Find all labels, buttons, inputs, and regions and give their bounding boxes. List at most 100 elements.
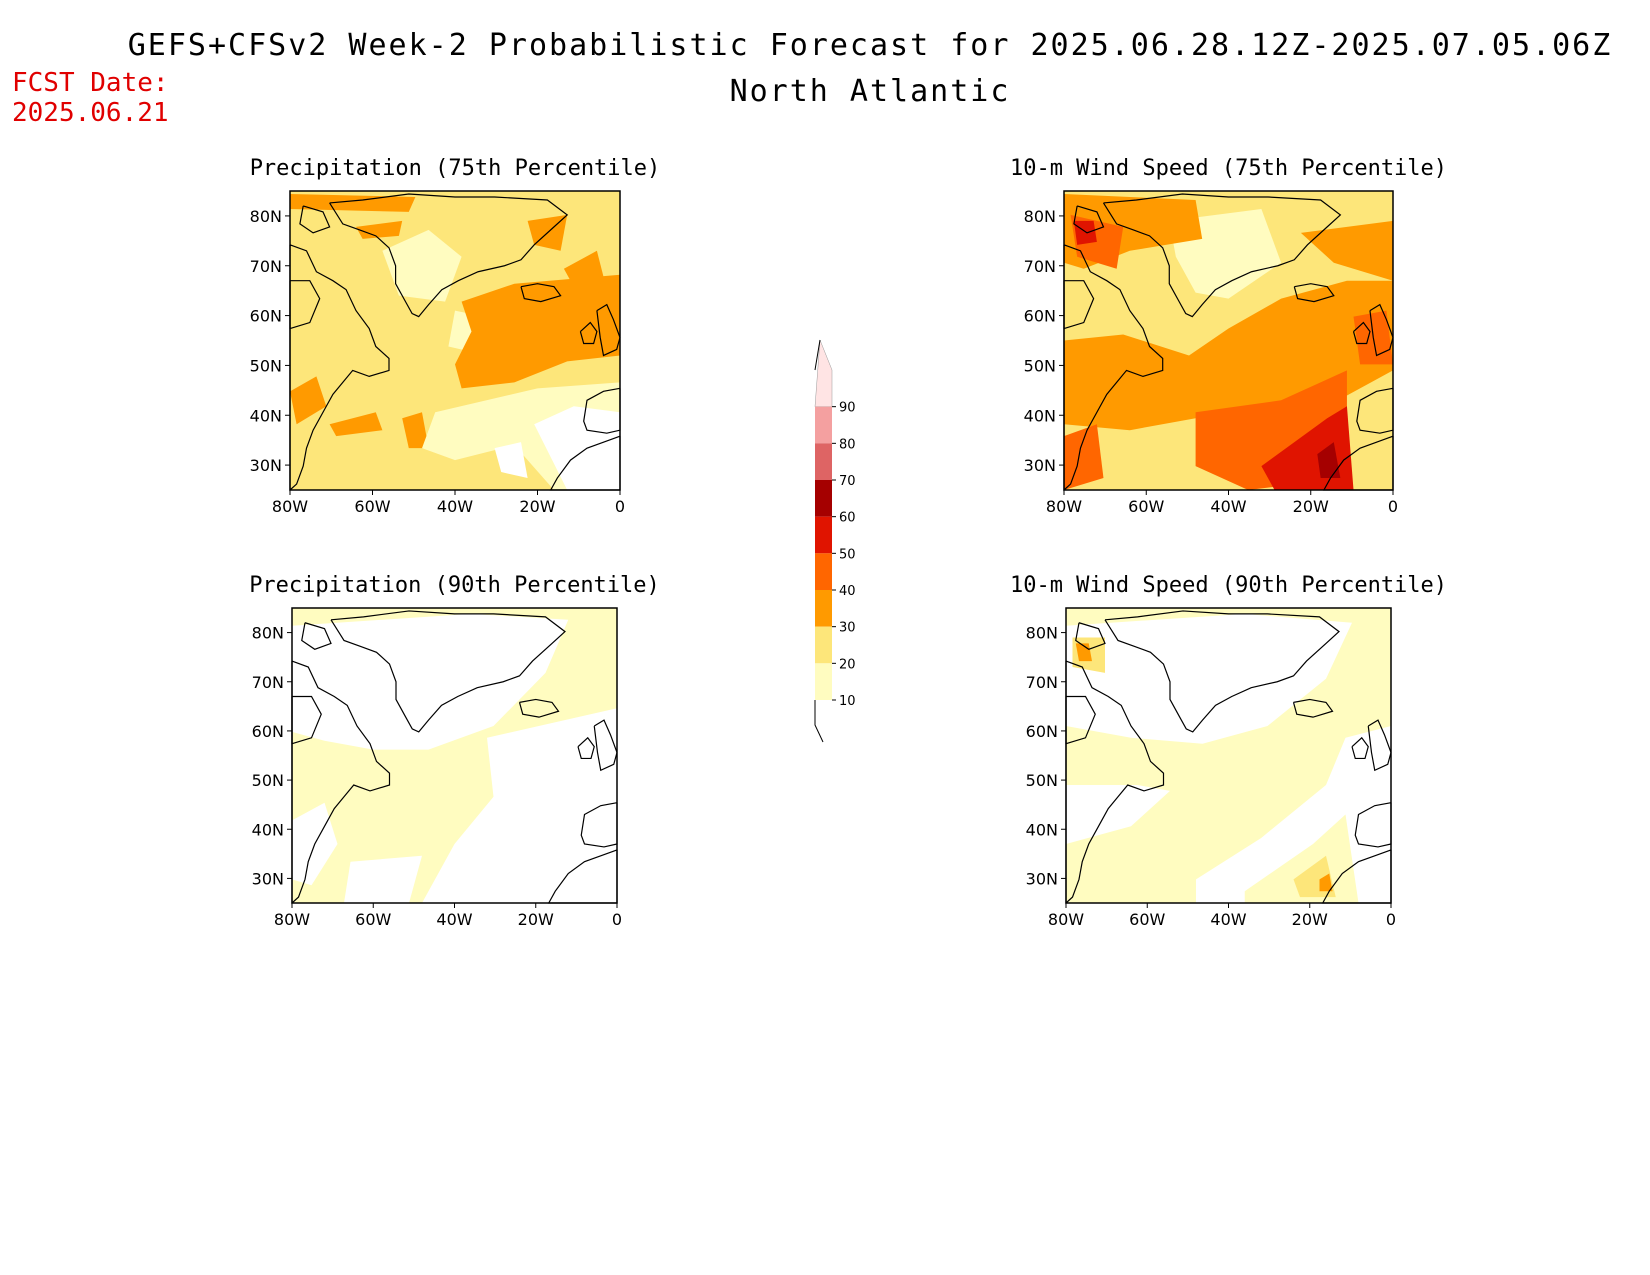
- lon-tick-label: 40W: [1210, 910, 1246, 929]
- fcst-date-label: FCST Date:: [12, 68, 169, 98]
- lat-tick-label: 60N: [1024, 307, 1056, 326]
- colorbar-label: 40: [839, 584, 856, 599]
- colorbar-cell: [815, 626, 832, 664]
- lon-tick-label: 80W: [272, 497, 308, 516]
- lat-tick-label: 80N: [1024, 207, 1056, 226]
- lon-tick-label: 60W: [1129, 910, 1165, 929]
- lat-tick-label: 70N: [252, 673, 284, 692]
- coastline: [1352, 321, 1371, 345]
- lat-tick-label: 30N: [1024, 456, 1056, 475]
- coastline: [291, 660, 391, 905]
- colorbar-head: [814, 339, 821, 371]
- shaded-region: [1319, 873, 1333, 892]
- lat-tick-label: 50N: [1026, 771, 1058, 790]
- lat-tick-label: 60N: [1026, 722, 1058, 741]
- lat-tick-label: 70N: [1024, 257, 1056, 276]
- shaded-region: [402, 412, 429, 449]
- colorbar-label: 60: [839, 511, 856, 526]
- shaded-region: [1075, 643, 1092, 662]
- lon-tick-label: 40W: [1210, 497, 1246, 516]
- shaded-region: [329, 412, 383, 437]
- colorbar-cell: [815, 406, 832, 444]
- coastline: [1367, 719, 1392, 772]
- shaded-region: [1317, 442, 1341, 479]
- shaded-region: [1066, 785, 1170, 844]
- panel-title: 10-m Wind Speed (90th Percentile): [1010, 573, 1447, 598]
- lat-tick-label: 60N: [250, 307, 282, 326]
- coastline: [299, 205, 331, 234]
- shaded-region: [292, 613, 569, 750]
- coastline: [520, 283, 562, 303]
- coastline: [330, 610, 566, 733]
- panel-title: 10-m Wind Speed (75th Percentile): [1010, 156, 1447, 181]
- coastline: [1351, 736, 1369, 760]
- coastline: [1369, 303, 1394, 357]
- lon-tick-label: 60W: [355, 910, 391, 929]
- shaded-region: [356, 220, 403, 239]
- shaded-region: [382, 229, 462, 302]
- lat-tick-label: 60N: [252, 722, 284, 741]
- lat-tick-label: 30N: [252, 869, 284, 888]
- colorbar-tail: [814, 700, 824, 743]
- shaded-region: [422, 708, 617, 903]
- colorbar-cell: [815, 516, 832, 554]
- shaded-region: [563, 250, 607, 299]
- colorbar-label: 20: [839, 657, 856, 672]
- lon-tick-label: 80W: [1048, 910, 1084, 929]
- coastline: [583, 387, 621, 434]
- lon-tick-label: 0: [615, 497, 625, 516]
- coastline: [301, 622, 332, 650]
- coastline: [1356, 387, 1394, 434]
- lon-tick-label: 20W: [1292, 910, 1328, 929]
- coastline: [1065, 660, 1165, 905]
- coastline: [289, 244, 390, 492]
- lon-tick-label: 20W: [1293, 497, 1329, 516]
- lat-tick-label: 80N: [252, 624, 284, 643]
- shaded-region: [1300, 220, 1393, 281]
- coastline: [579, 321, 598, 345]
- coastline: [1292, 698, 1334, 718]
- lat-tick-label: 30N: [250, 456, 282, 475]
- coastline: [329, 193, 569, 318]
- map-panel: 10-m Wind Speed (90th Percentile) 80N 70N 6…: [1010, 573, 1447, 929]
- colorbar-cell: [815, 590, 832, 627]
- colorbar-cell: [815, 480, 832, 517]
- lon-tick-label: 20W: [518, 910, 554, 929]
- lat-tick-label: 70N: [1026, 673, 1058, 692]
- lat-tick-label: 40N: [1024, 406, 1056, 425]
- coastline: [596, 303, 621, 357]
- lon-tick-label: 0: [1386, 910, 1396, 929]
- coastline: [1293, 283, 1335, 303]
- map-panel: Precipitation (90th Percentile) 80N 70N 60N…: [249, 573, 660, 929]
- fcst-date-value: 2025.06.21: [12, 98, 169, 128]
- lat-tick-label: 50N: [252, 771, 284, 790]
- coastline: [593, 719, 618, 772]
- coastline: [1104, 610, 1340, 733]
- lon-tick-label: 20W: [519, 497, 555, 516]
- colorbar-cell: [815, 553, 832, 590]
- lat-tick-label: 80N: [1026, 624, 1058, 643]
- lat-tick-label: 30N: [1026, 869, 1058, 888]
- colorbar: 10 20 30 40 50 60 70 80 90: [814, 339, 856, 743]
- coastline: [1354, 802, 1392, 848]
- lon-tick-label: 40W: [436, 910, 472, 929]
- colorbar-cell: [815, 663, 832, 700]
- colorbar-cell: [815, 443, 832, 480]
- lon-tick-label: 80W: [274, 910, 310, 929]
- lat-tick-label: 80N: [250, 207, 282, 226]
- shaded-region: [290, 376, 327, 425]
- map-panel: 10-m Wind Speed (75th Percentile) 80N 70N 6…: [1010, 156, 1447, 516]
- lon-tick-label: 0: [1388, 497, 1398, 516]
- lon-tick-label: 60W: [354, 497, 390, 516]
- coastline: [1075, 622, 1106, 650]
- shaded-region: [455, 274, 620, 389]
- lon-tick-label: 40W: [437, 497, 473, 516]
- colorbar-label: 70: [839, 474, 856, 489]
- coastline: [1073, 205, 1105, 234]
- colorbar-label: 50: [839, 547, 856, 562]
- colorbar-label: 30: [839, 621, 856, 636]
- map-panel: Precipitation (75th Percentile) 80N 70N 60N…: [250, 156, 661, 516]
- lat-tick-label: 70N: [250, 257, 282, 276]
- lat-tick-label: 40N: [1026, 820, 1058, 839]
